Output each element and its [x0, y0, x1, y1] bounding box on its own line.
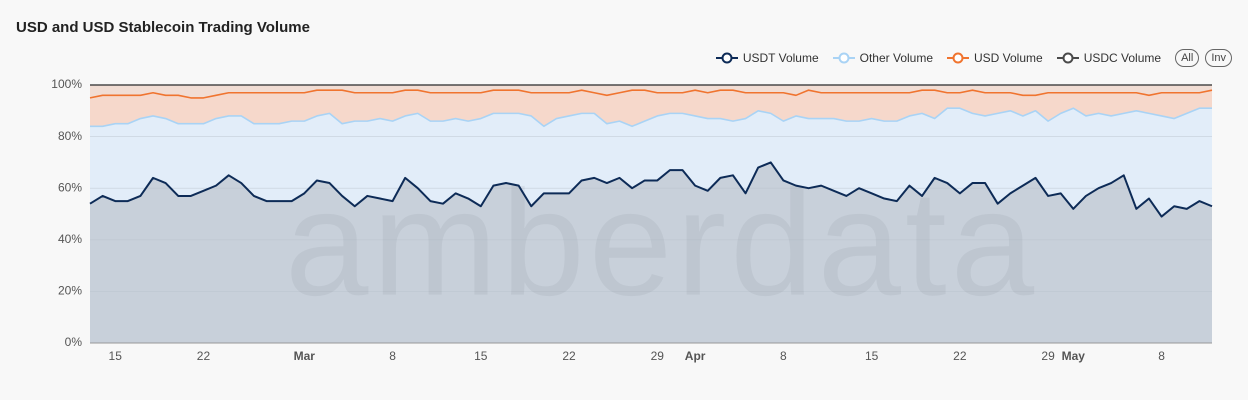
toggle-button[interactable]: Inv: [1205, 49, 1232, 67]
x-tick-label: 22: [197, 349, 211, 363]
x-tick-label: Mar: [294, 349, 316, 363]
legend-marker: [715, 52, 738, 64]
x-tick-label: 8: [1158, 349, 1165, 363]
x-tick-label: 15: [865, 349, 879, 363]
x-tick-label: Apr: [685, 349, 706, 363]
x-tick-label: 15: [109, 349, 123, 363]
y-tick-label: 100%: [51, 77, 82, 91]
line: [90, 107, 1212, 128]
area: [90, 162, 1212, 343]
legend-item[interactable]: USD Volume: [947, 51, 1043, 65]
x-tick-label: 22: [953, 349, 967, 363]
legend-item[interactable]: USDC Volume: [1056, 51, 1162, 65]
legend-item[interactable]: USDT Volume: [715, 51, 819, 65]
x-tick-label: 22: [562, 349, 576, 363]
legend: USDT Volume Other Volume USD Volume USDC Vo…: [715, 49, 1232, 67]
legend-label: USD Volume: [974, 51, 1043, 65]
x-tick-label: 15: [474, 349, 488, 363]
legend-label: USDC Volume: [1083, 51, 1162, 65]
legend-label: USDT Volume: [742, 51, 819, 65]
legend-marker: [947, 52, 969, 64]
x-tick-label: 29: [651, 349, 665, 363]
area: [90, 108, 1212, 217]
legend-marker: [832, 52, 855, 64]
line: [89, 89, 1213, 99]
x-tick-label: May: [1062, 349, 1086, 363]
y-tick-label: 0%: [65, 335, 83, 349]
x-tick-label: 29: [1041, 349, 1055, 363]
y-tick-label: 80%: [58, 129, 82, 143]
line: [89, 161, 1213, 218]
x-tick-label: 8: [780, 349, 787, 363]
legend-item[interactable]: Other Volume: [832, 51, 933, 65]
chart-title: USD and USD Stablecoin Trading Volume: [16, 19, 310, 36]
x-tick-label: 8: [389, 349, 396, 363]
y-tick-label: 20%: [58, 284, 82, 298]
y-tick-label: 40%: [58, 232, 82, 246]
legend-marker: [1056, 52, 1079, 64]
y-tick-label: 60%: [58, 180, 82, 194]
toggle-button[interactable]: All: [1175, 49, 1200, 67]
watermark: amberdata: [285, 159, 1038, 327]
legend-label: Other Volume: [859, 51, 933, 65]
